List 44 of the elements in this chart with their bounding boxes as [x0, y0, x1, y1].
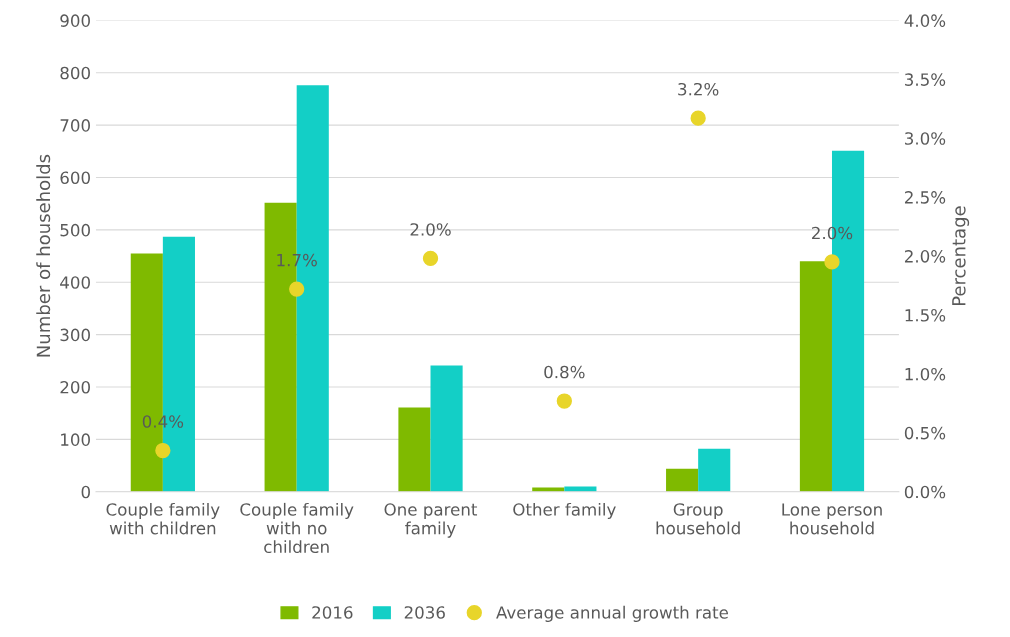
y-tick-label: 100 — [61, 433, 90, 446]
y-tick-label: 200 — [60, 380, 90, 394]
bar — [398, 407, 431, 492]
y-tick-label: 800 — [60, 66, 90, 80]
y2-tick-label: 2.0% — [904, 250, 946, 263]
y2-tick-label: 4.0% — [904, 14, 946, 27]
y-tick-label: 500 — [60, 223, 90, 237]
bar — [799, 261, 832, 492]
x-tick-label: Lone person household — [782, 503, 882, 535]
y-tick-label: 300 — [60, 328, 90, 342]
data-label: 2.0% — [410, 223, 451, 236]
y-tick-label: 400 — [60, 276, 90, 289]
y2-axis-title: Percentage — [952, 206, 970, 306]
y-tick-label: 600 — [60, 171, 90, 185]
bar — [698, 448, 731, 492]
y-tick-label: 900 — [60, 14, 90, 27]
y2-tick-label: 3.5% — [905, 73, 946, 86]
legend-label: 2016 — [312, 606, 353, 619]
y-tick-label: 700 — [60, 119, 90, 132]
y2-tick-label: 1.0% — [905, 367, 946, 381]
point — [556, 393, 572, 409]
point — [155, 442, 171, 459]
point — [422, 250, 439, 267]
data-label: 3.2% — [678, 82, 719, 96]
x-tick-label: Couple family with children — [106, 502, 220, 535]
x-tick-label: Other family — [513, 502, 616, 520]
y2-tick-label: 2.5% — [904, 191, 946, 204]
x-tick-label: One parent family — [384, 503, 478, 538]
x-tick-label: Group household — [656, 503, 740, 535]
bar — [430, 365, 463, 492]
y2-tick-label: 0.5% — [904, 426, 946, 440]
legend-label: Average annual growth rate — [496, 605, 728, 622]
y2-tick-label: 3.0% — [905, 132, 946, 145]
point — [690, 110, 706, 126]
bar — [666, 468, 699, 492]
data-label: 0.8% — [544, 365, 585, 379]
y2-tick-label: 0.0% — [904, 485, 946, 499]
legend-label: 2036 — [404, 606, 445, 619]
point — [289, 281, 305, 297]
y-axis-title: Number of households — [36, 154, 51, 357]
x-tick-label: Couple family with no children — [240, 502, 354, 554]
point — [824, 254, 840, 270]
y-tick-label: 0 — [81, 485, 90, 499]
y2-tick-label: 1.5% — [905, 308, 946, 322]
